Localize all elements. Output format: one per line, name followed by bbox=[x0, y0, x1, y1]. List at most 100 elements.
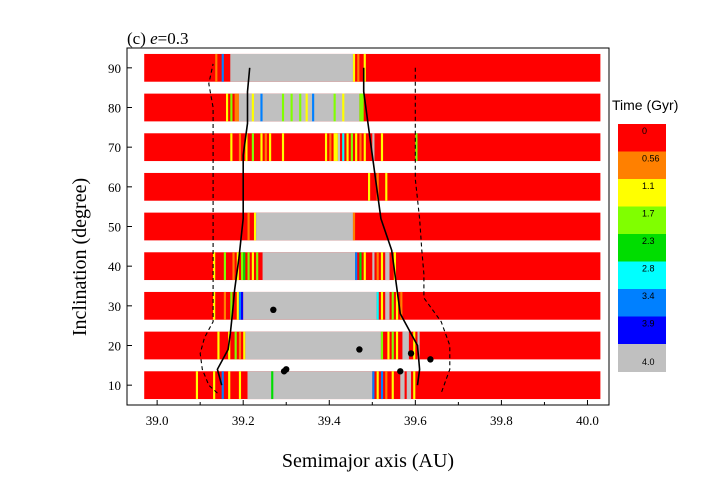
strip-segment bbox=[346, 133, 349, 162]
strip-segment bbox=[243, 331, 246, 360]
strip-segment bbox=[223, 291, 226, 320]
inner-dashed-boundary bbox=[199, 63, 218, 394]
strip-80 bbox=[144, 93, 601, 122]
strip-segment bbox=[395, 331, 399, 360]
y-tick-label: 90 bbox=[108, 61, 121, 76]
strip-segment bbox=[380, 371, 384, 400]
x-tick-label: 39.2 bbox=[232, 413, 255, 428]
object-points bbox=[270, 306, 434, 375]
strip-segment bbox=[264, 133, 267, 162]
strip-segment bbox=[251, 252, 254, 281]
strip-segment bbox=[342, 133, 345, 162]
strip-segment bbox=[241, 291, 244, 320]
strip-segment bbox=[359, 133, 362, 162]
x-tick-label: 39.0 bbox=[146, 413, 169, 428]
strip-segment bbox=[247, 212, 250, 241]
strip-segment bbox=[391, 331, 394, 360]
strip-segment bbox=[238, 291, 242, 320]
strip-segment bbox=[234, 331, 237, 360]
strip-segment bbox=[385, 252, 390, 281]
x-tick-label: 40.0 bbox=[576, 413, 599, 428]
colorbar-label: 2.3 bbox=[642, 236, 655, 246]
strip-segment bbox=[342, 93, 345, 122]
strip-90 bbox=[144, 53, 601, 82]
strip-segment bbox=[415, 133, 418, 162]
y-tick-label: 10 bbox=[108, 378, 121, 393]
strip-segment bbox=[243, 291, 377, 320]
colorbar-label: 1.1 bbox=[642, 181, 655, 191]
strip-segment bbox=[245, 331, 381, 360]
strip-background bbox=[144, 212, 601, 241]
x-tick-label: 39.6 bbox=[404, 413, 427, 428]
strip-segment bbox=[234, 93, 239, 122]
strip-segment bbox=[223, 252, 226, 281]
strip-segment bbox=[376, 172, 379, 201]
title-equation: =0.3 bbox=[158, 29, 189, 48]
colorbar-swatch bbox=[618, 316, 666, 345]
colorbar-swatch bbox=[618, 289, 666, 317]
strip-segment bbox=[225, 93, 229, 122]
strip-segment bbox=[363, 252, 366, 281]
strip-segment bbox=[391, 291, 394, 320]
strip-segment bbox=[260, 133, 263, 162]
strip-segment bbox=[230, 133, 233, 162]
strip-background bbox=[144, 252, 601, 281]
strip-segment bbox=[385, 172, 388, 201]
strip-segment bbox=[238, 133, 242, 162]
strip-segment bbox=[350, 133, 353, 162]
colorbar-label: 1.7 bbox=[642, 209, 655, 219]
strip-segment bbox=[241, 252, 244, 281]
strip-segment bbox=[213, 252, 216, 281]
strip-segment bbox=[333, 93, 336, 122]
strip-segment bbox=[251, 93, 254, 122]
strip-segment bbox=[376, 371, 379, 400]
strip-segment bbox=[387, 331, 390, 360]
strip-segment bbox=[402, 331, 409, 360]
strip-segment bbox=[359, 93, 364, 122]
strip-segment bbox=[417, 331, 420, 360]
x-tick-label: 39.8 bbox=[490, 413, 513, 428]
strip-50 bbox=[144, 212, 601, 241]
strip-segment bbox=[385, 291, 390, 320]
title-variable: e bbox=[150, 29, 158, 48]
strip-segment bbox=[355, 133, 358, 162]
data-strips bbox=[144, 53, 601, 400]
colorbar-label: 0.56 bbox=[642, 154, 660, 164]
strip-20 bbox=[144, 331, 601, 360]
colorbar: 0 0.56 1.1 1.7 2.3 2.8 3.4 3.9 4.0 bbox=[618, 124, 666, 372]
strip-segment bbox=[406, 371, 412, 400]
strip-segment bbox=[221, 53, 224, 82]
colorbar-swatch bbox=[618, 234, 666, 262]
strip-segment bbox=[271, 371, 274, 400]
strip-segment bbox=[385, 371, 388, 400]
strip-segment bbox=[355, 252, 358, 281]
boundary-curves bbox=[199, 63, 451, 394]
strip-segment bbox=[299, 93, 302, 122]
object-point bbox=[270, 306, 277, 313]
strip-segment bbox=[368, 172, 371, 201]
strip-segment bbox=[256, 252, 259, 281]
y-tick-label: 50 bbox=[108, 220, 121, 235]
strip-30 bbox=[144, 291, 601, 320]
colorbar-label: 3.4 bbox=[642, 291, 655, 301]
strip-segment bbox=[232, 252, 235, 281]
strip-segment bbox=[352, 212, 356, 241]
strip-segment bbox=[393, 252, 396, 281]
strip-segment bbox=[230, 93, 233, 122]
colorbar-label: 2.8 bbox=[642, 264, 655, 274]
strip-segment bbox=[230, 291, 233, 320]
strip-segment bbox=[213, 291, 216, 320]
strip-background bbox=[144, 172, 601, 201]
strip-segment bbox=[253, 212, 257, 241]
strip-segment bbox=[413, 331, 416, 360]
strip-segment bbox=[260, 93, 263, 122]
strip-segment bbox=[195, 371, 199, 400]
object-point bbox=[280, 368, 288, 375]
strip-segment bbox=[372, 252, 375, 281]
strip-segment bbox=[380, 133, 384, 162]
strip-segment bbox=[372, 133, 375, 162]
y-tick-label: 70 bbox=[108, 140, 121, 155]
strip-segment bbox=[243, 252, 246, 281]
object-point bbox=[356, 346, 363, 353]
